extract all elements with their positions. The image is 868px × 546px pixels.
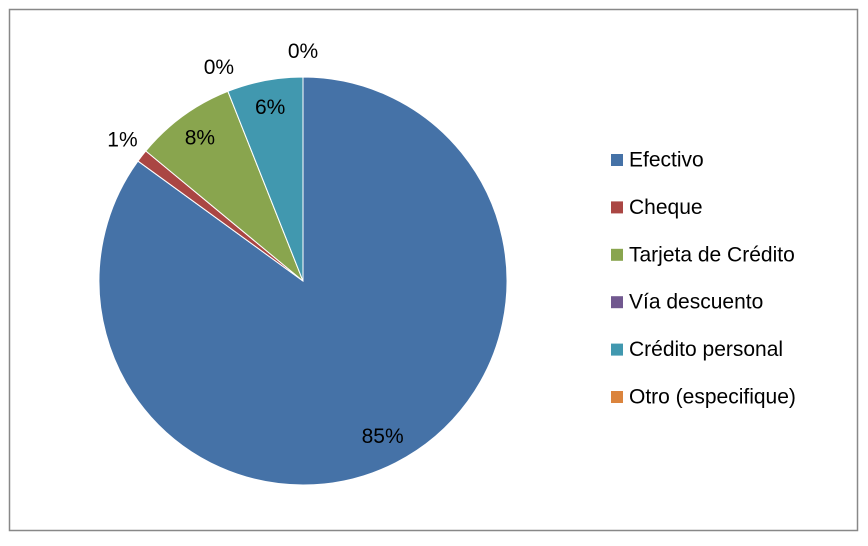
legend-label: Vía descuento bbox=[629, 291, 763, 314]
data-label: 6% bbox=[255, 96, 285, 119]
legend-swatch bbox=[611, 343, 623, 356]
legend-swatch bbox=[611, 248, 623, 261]
pie-slice bbox=[145, 90, 304, 282]
legend-label: Tarjeta de Crédito bbox=[629, 243, 795, 266]
data-label: 8% bbox=[185, 127, 215, 150]
data-label: 1% bbox=[107, 129, 137, 152]
legend-swatch bbox=[611, 391, 623, 403]
data-label: 85% bbox=[362, 425, 404, 448]
legend-label: Crédito personal bbox=[629, 338, 783, 361]
data-label: 0% bbox=[288, 40, 318, 63]
legend-swatch bbox=[611, 154, 623, 166]
legend-swatch bbox=[611, 201, 623, 214]
data-label: 0% bbox=[204, 56, 234, 79]
legend-label: Cheque bbox=[629, 196, 703, 219]
legend-label: Otro (especifique) bbox=[629, 386, 796, 409]
legend-label: Efectivo bbox=[629, 149, 704, 172]
legend-swatch bbox=[611, 296, 623, 309]
